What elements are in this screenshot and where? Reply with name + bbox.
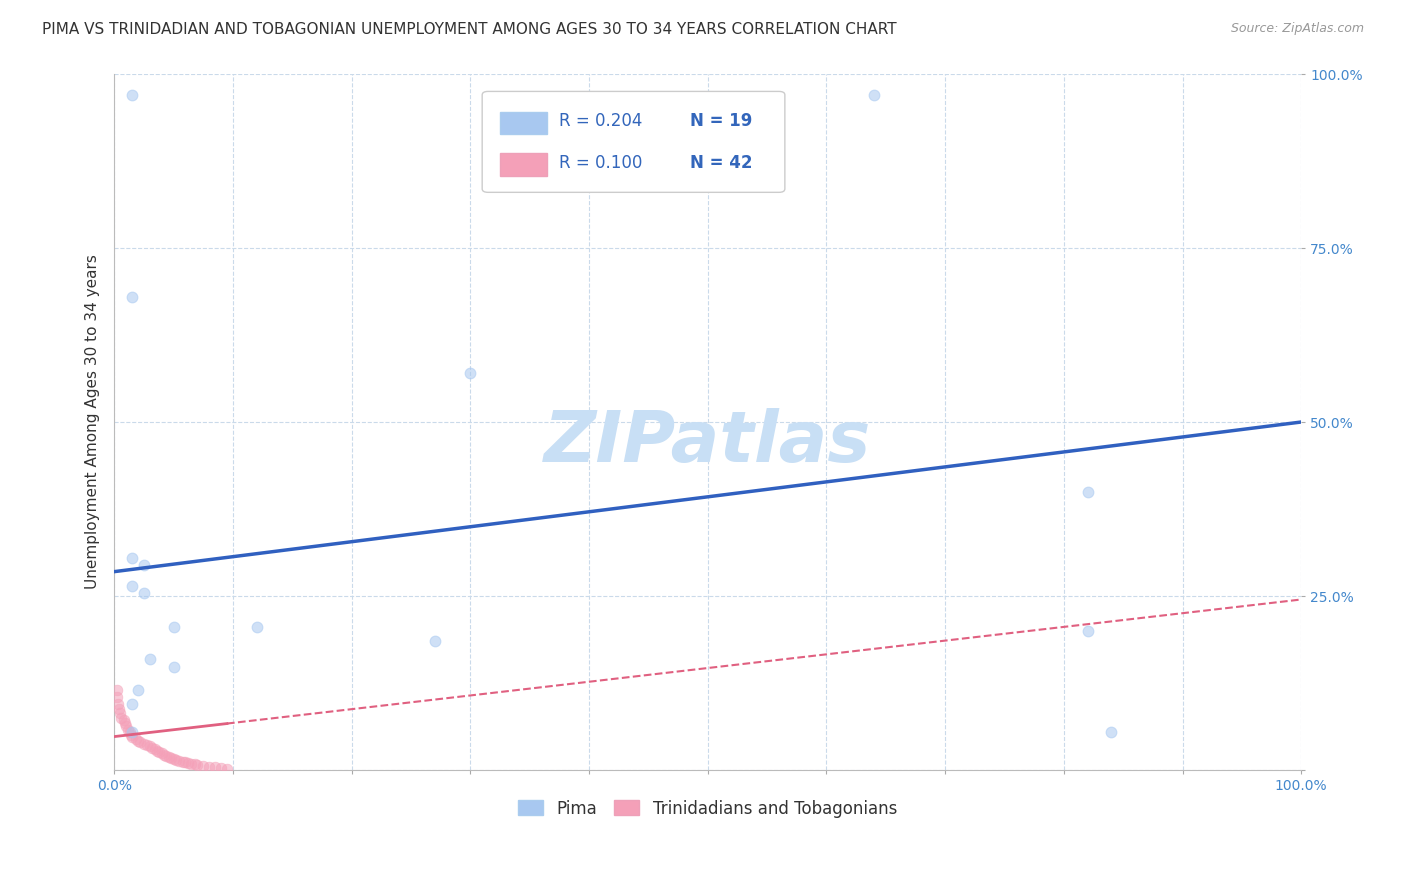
Text: PIMA VS TRINIDADIAN AND TOBAGONIAN UNEMPLOYMENT AMONG AGES 30 TO 34 YEARS CORREL: PIMA VS TRINIDADIAN AND TOBAGONIAN UNEMP…	[42, 22, 897, 37]
Point	[118, 725, 141, 739]
Point	[141, 740, 163, 755]
Point	[120, 728, 142, 742]
Point	[146, 743, 169, 757]
Point	[863, 87, 886, 102]
Point	[127, 682, 149, 697]
Point	[121, 87, 143, 102]
Point	[162, 660, 184, 674]
Point	[136, 738, 159, 752]
Point	[132, 737, 155, 751]
Point	[193, 759, 215, 773]
Point	[204, 760, 226, 774]
Point	[165, 753, 187, 767]
Point	[423, 634, 446, 648]
Text: N = 42: N = 42	[690, 154, 752, 172]
Point	[124, 731, 146, 746]
Point	[180, 756, 202, 771]
Point	[177, 756, 200, 770]
Text: R = 0.204: R = 0.204	[560, 112, 643, 130]
Point	[139, 739, 162, 754]
Point	[121, 550, 143, 565]
Point	[107, 697, 129, 711]
Point	[132, 585, 155, 599]
Point	[115, 719, 138, 733]
Point	[121, 578, 143, 592]
Point	[127, 733, 149, 747]
Point	[110, 711, 132, 725]
Text: ZIPatlas: ZIPatlas	[544, 409, 872, 477]
FancyBboxPatch shape	[501, 112, 547, 134]
Point	[1077, 624, 1099, 638]
Point	[112, 713, 135, 727]
Text: Source: ZipAtlas.com: Source: ZipAtlas.com	[1230, 22, 1364, 36]
Point	[132, 558, 155, 572]
Point	[121, 724, 143, 739]
Point	[117, 723, 139, 737]
Point	[153, 747, 176, 762]
FancyBboxPatch shape	[501, 153, 547, 176]
Point	[174, 756, 197, 770]
Point	[458, 366, 481, 380]
Point	[143, 742, 166, 756]
Point	[157, 750, 180, 764]
Point	[108, 702, 131, 716]
Point	[121, 290, 143, 304]
Point	[150, 747, 173, 761]
Point	[184, 757, 207, 772]
Y-axis label: Unemployment Among Ages 30 to 34 years: Unemployment Among Ages 30 to 34 years	[86, 254, 100, 590]
Point	[148, 745, 170, 759]
Point	[198, 759, 221, 773]
Point	[155, 749, 177, 764]
Point	[160, 751, 183, 765]
Point	[129, 735, 152, 749]
Point	[169, 754, 191, 768]
Legend: Pima, Trinidadians and Tobagonians: Pima, Trinidadians and Tobagonians	[512, 793, 904, 824]
Point	[172, 755, 194, 769]
FancyBboxPatch shape	[482, 91, 785, 193]
Point	[1077, 484, 1099, 499]
Point	[162, 752, 184, 766]
Point	[1099, 724, 1122, 739]
Point	[114, 715, 136, 730]
Point	[121, 730, 143, 744]
Text: R = 0.100: R = 0.100	[560, 154, 643, 172]
Point	[246, 620, 269, 634]
Point	[209, 761, 232, 775]
Point	[186, 758, 208, 772]
Point	[105, 690, 128, 704]
Point	[162, 620, 184, 634]
Point	[105, 682, 128, 697]
Point	[121, 697, 143, 711]
Point	[108, 706, 131, 720]
Point	[139, 651, 162, 665]
Point	[215, 762, 238, 776]
Text: N = 19: N = 19	[690, 112, 752, 130]
